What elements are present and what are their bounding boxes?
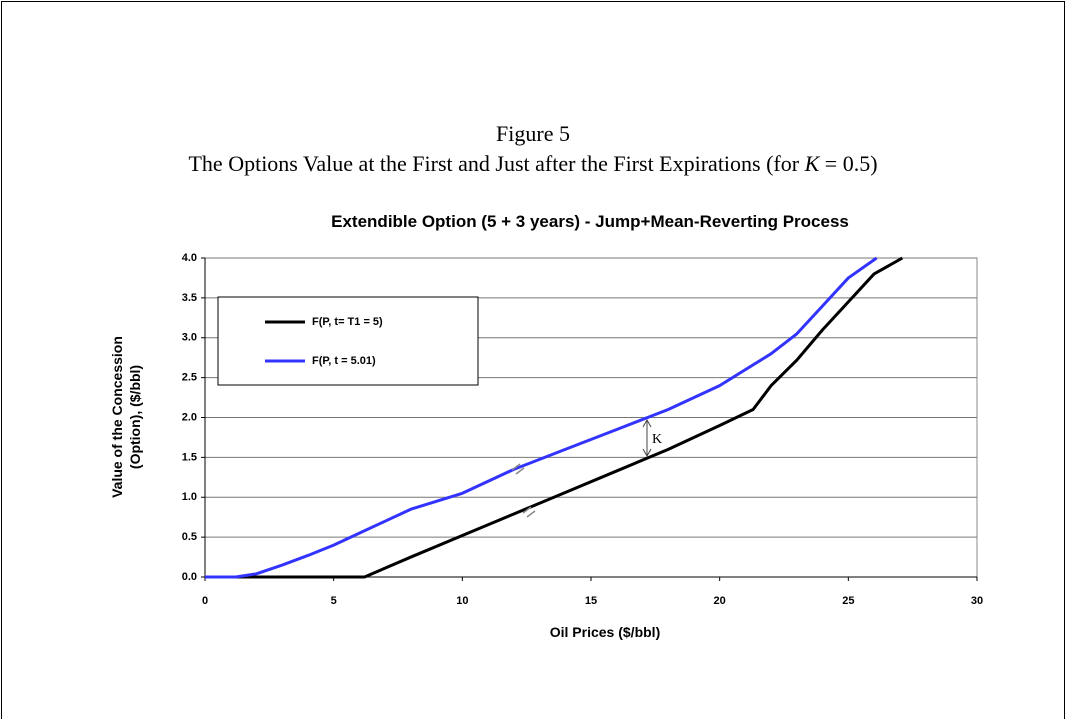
caption-symbol: K — [804, 151, 821, 176]
caption-text: = 0.5) — [819, 151, 877, 176]
x-axis-label: Oil Prices ($/bbl) — [550, 624, 660, 640]
y-tick-label: 3.0 — [182, 332, 197, 344]
legend-box — [217, 296, 479, 386]
y-tick-label: 3.5 — [182, 292, 197, 304]
x-tick-label: 15 — [585, 595, 597, 607]
annotation-label: K — [652, 432, 662, 447]
x-tick-label: 20 — [714, 595, 726, 607]
y-tick-label: 1.5 — [182, 451, 197, 463]
y-tick-label: 4.0 — [182, 252, 197, 264]
x-tick-label: 30 — [971, 595, 983, 607]
figure-label: Figure 5 — [496, 121, 570, 146]
x-tick-label: 0 — [202, 595, 208, 607]
legend-label: F(P, t = 5.01) — [312, 355, 376, 367]
series-line — [205, 256, 878, 579]
break-mark — [511, 463, 536, 518]
y-axis-label: Value of the Concession (Option), ($/bbl… — [109, 336, 143, 498]
y-tick-label: 1.0 — [182, 491, 197, 503]
x-tick-label: 10 — [456, 595, 468, 607]
legend-label: F(P, t= T1 = 5) — [312, 316, 383, 328]
y-tick-label: 2.5 — [182, 372, 197, 384]
y-tick-label: 0.0 — [182, 571, 197, 583]
figure-caption: The Options Value at the First and Just … — [188, 151, 877, 176]
y-tick-label: 0.5 — [182, 531, 197, 543]
y-axis-label-line: (Option), ($/bbl) — [127, 365, 143, 469]
x-tick-label: 25 — [842, 595, 854, 607]
chart-title: Extendible Option (5 + 3 years) - Jump+M… — [331, 212, 849, 231]
annotation-arrowhead — [642, 418, 652, 458]
x-tick-label: 5 — [331, 595, 337, 607]
y-tick-label: 2.0 — [182, 411, 197, 423]
series-line — [205, 256, 904, 579]
annotation: K — [511, 418, 662, 518]
y-axis-label-line: Value of the Concession — [109, 336, 125, 498]
caption-text: The Options Value at the First and Just … — [188, 151, 804, 176]
legend: F(P, t= T1 = 5) F(P, t = 5.01) — [217, 296, 479, 386]
plot-area: 0.0 0.5 1.0 1.5 2.0 2.5 3.0 3.5 4.0 0 5 10 15 20 25 30 F… — [182, 252, 983, 607]
